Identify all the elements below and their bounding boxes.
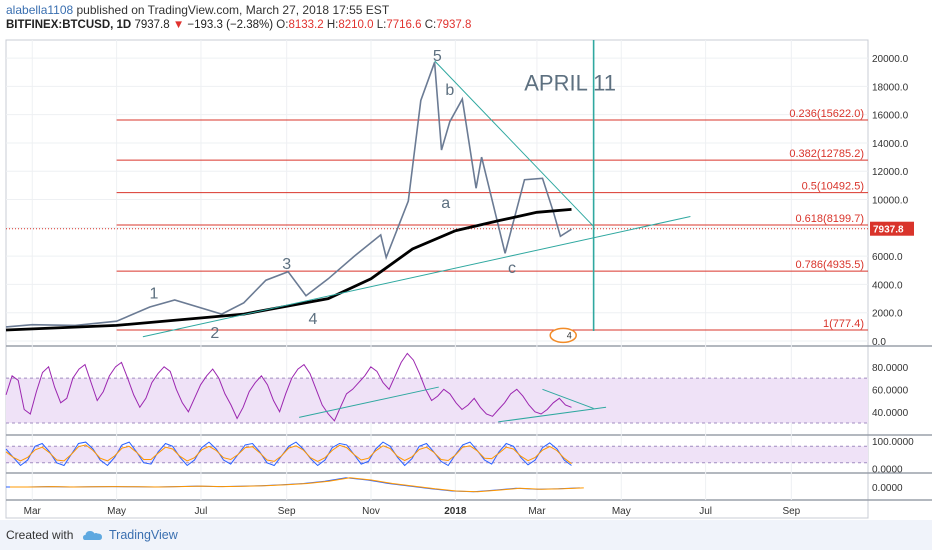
price-tick-label: 16000.0 [872,111,909,122]
stoch-tick-label: 0.0000 [872,464,903,475]
wave-annotation: a [441,195,450,212]
resistance-trendline [434,60,594,227]
stoch-d-series [5,444,572,465]
current-price-tag [870,221,914,236]
fib-level-label: 1(777.4) [823,318,864,330]
publish-info: published on TradingView.com, March 27, … [73,3,390,17]
time-tick-label: Jul [195,506,208,517]
time-tick-label: Mar [528,506,546,517]
footer-bar: Created with TradingView [0,520,932,550]
high-label: H: [326,19,339,31]
fib-level-label: 0.236(15622.0) [789,108,864,120]
price-tick-label: 0.0 [872,337,886,348]
close-label: C: [424,19,437,31]
fib-layer: 0.236(15622.0) 0.382(12785.2) 0.5(10492.5)… [6,108,868,331]
macd-tick-label: 0.0000 [872,483,903,494]
time-tick-label: 2018 [444,506,467,517]
created-with-label: Created with [6,528,74,542]
time-tick-label: May [612,506,631,517]
low-label: L: [376,19,387,31]
current-price-label: 7937.8 [873,225,904,236]
tradingview-logo-icon[interactable] [81,527,105,543]
price-tick-label: 20000.0 [872,54,909,65]
price-change: −193.3 (−2.38%) [187,19,274,31]
wave-annotation: 4 [308,311,317,328]
header-line-1: alabella1108 published on TradingView.co… [6,3,389,17]
last-price: 7937.8 [134,19,170,31]
price-tick-label: 18000.0 [872,82,909,93]
fib-level-label: 0.5(10492.5) [802,181,864,193]
wave-annotation: 5 [433,48,442,65]
axis-layer: 20000.018000.016000.014000.012000.010000… [24,54,914,517]
annotation-layer: APRIL 11 1 2 3 4 5 a b c 4 [149,48,616,344]
symbol-label[interactable]: BITFINEX:BTCUSD, 1D [6,19,132,31]
indicator-layer [5,352,868,493]
price-layer [5,40,691,338]
time-tick-label: May [107,506,126,517]
rsi-tick-label: 80.0000 [872,363,909,374]
time-tick-label: Sep [278,506,296,517]
wave-annotation: 3 [282,256,291,273]
rsi-trendline [299,386,439,418]
support-trendline [142,216,691,338]
price-tick-label: 6000.0 [872,252,903,263]
chart-area[interactable]: 0.236(15622.0) 0.382(12785.2) 0.5(10492.5)… [0,35,932,520]
moving-average-line [5,208,572,332]
event-marker-count: 4 [567,330,572,340]
tradingview-brand-link[interactable]: TradingView [109,528,178,542]
price-tick-label: 14000.0 [872,139,909,150]
wave-annotation: 1 [149,286,158,303]
fib-level-label: 0.382(12785.2) [789,148,864,160]
time-tick-label: Nov [362,506,380,517]
grid-layer [6,40,868,500]
close-value: 7937.8 [436,19,472,31]
macd-signal-series [10,477,584,493]
wave-annotation: 2 [210,325,219,342]
low-value: 7716.6 [386,19,422,31]
rsi-band [6,378,868,424]
stoch-tick-label: 100.0000 [872,437,914,448]
time-tick-label: Mar [24,506,42,517]
stoch-band [6,446,868,463]
fib-level-label: 0.618(8199.7) [796,213,865,225]
open-value: 8133.2 [288,19,324,31]
wave-annotation: APRIL 11 [524,71,616,96]
time-tick-label: Sep [782,506,800,517]
high-value: 8210.0 [338,19,374,31]
open-label: O: [276,19,289,31]
time-tick-label: Jul [699,506,712,517]
event-marker-icon [549,327,577,344]
rsi-tick-label: 60.0000 [872,385,909,396]
down-arrow-icon: ▼ [172,19,185,31]
price-tick-label: 2000.0 [872,309,903,320]
price-tick-label: 4000.0 [872,280,903,291]
author-link[interactable]: alabella1108 [6,3,74,17]
price-tick-label: 10000.0 [872,196,909,207]
symbol-info: BITFINEX:BTCUSD, 1D 7937.8 ▼ −193.3 (−2.… [6,19,471,31]
rsi-tick-label: 40.0000 [872,408,909,419]
wave-annotation: c [508,260,516,277]
rsi-trendline [498,406,607,423]
fib-level-label: 0.786(4935.5) [796,259,865,271]
rsi-series [5,352,572,422]
wave-annotation: b [445,82,454,99]
price-tick-label: 12000.0 [872,167,909,178]
price-series [5,62,572,328]
rsi-trendline [542,388,594,409]
